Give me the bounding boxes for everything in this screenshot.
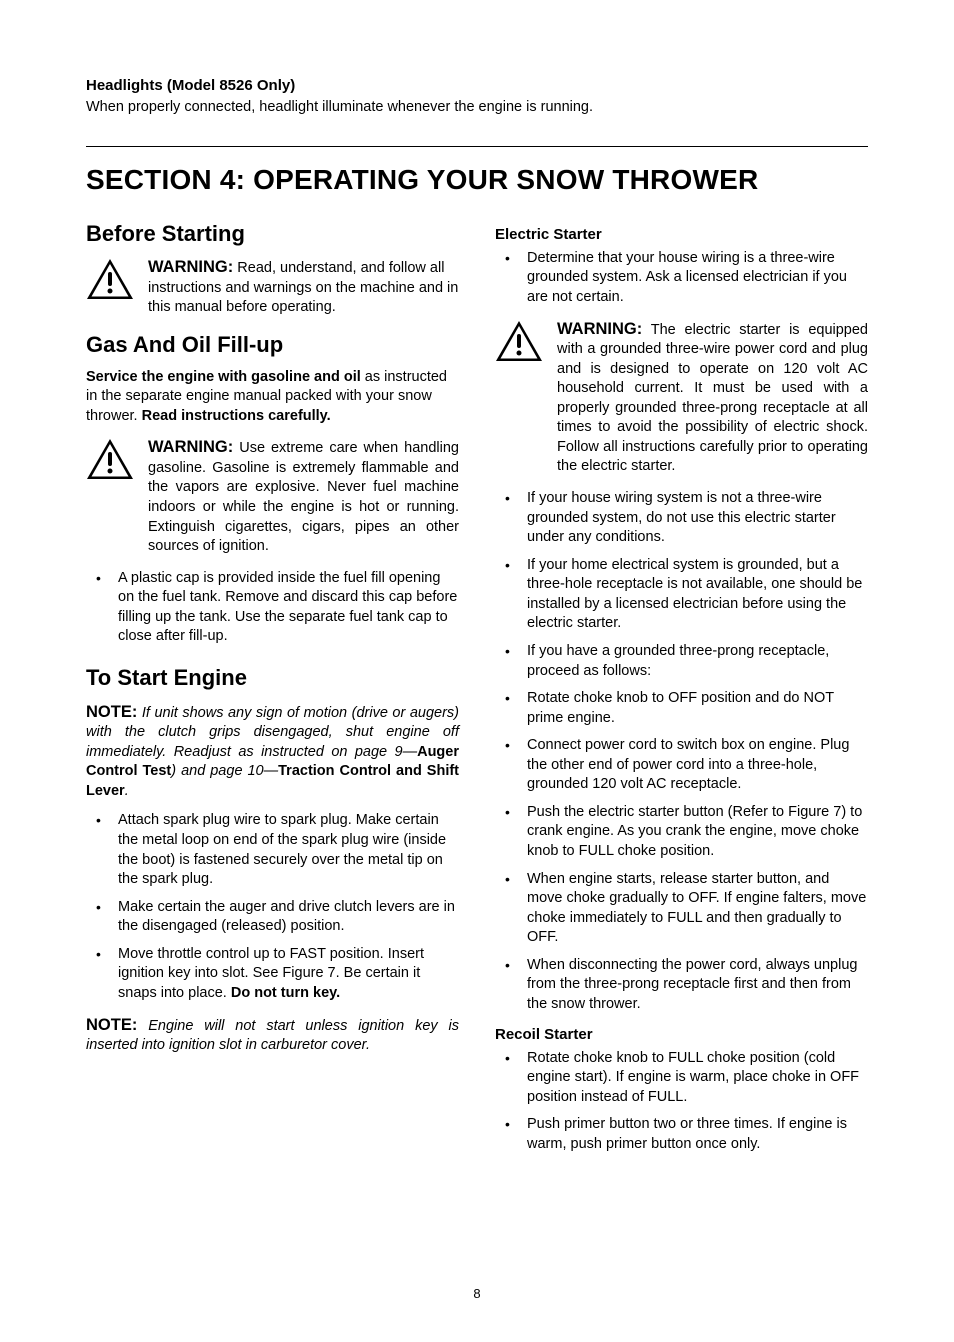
to-start-bullets: Attach spark plug wire to spark plug. Ma… — [86, 811, 459, 1003]
list-item: Move throttle control up to FAST positio… — [86, 945, 459, 1004]
list-item-bold: Do not turn key. — [231, 985, 340, 1001]
gas-oil-bullets: A plastic cap is provided inside the fue… — [86, 569, 459, 647]
list-item: Push primer button two or three times. I… — [495, 1115, 868, 1154]
list-item: Attach spark plug wire to spark plug. Ma… — [86, 811, 459, 889]
warning-label: WARNING: — [148, 438, 233, 456]
warning-label: WARNING: — [148, 258, 233, 276]
electric-bullets-top: Determine that your house wiring is a th… — [495, 249, 868, 308]
left-column: Before Starting WARNING: Read, understan… — [86, 219, 459, 1165]
list-item: Rotate choke knob to OFF position and do… — [495, 689, 868, 728]
warning-text: WARNING: The electric starter is equippe… — [557, 318, 868, 478]
before-starting-heading: Before Starting — [86, 219, 459, 249]
list-item: A plastic cap is provided inside the fue… — [86, 569, 459, 647]
note2-text: Engine will not start unless ignition ke… — [86, 1018, 459, 1054]
warning-body: Use extreme care when handling gasoline.… — [148, 440, 459, 554]
warning-icon — [495, 318, 543, 478]
electric-bullets: If your house wiring system is not a thr… — [495, 489, 868, 1015]
pre-section: Headlights (Model 8526 Only) When proper… — [86, 76, 868, 118]
note-text-2: ) and page 10— — [171, 763, 278, 779]
warning-icon — [86, 256, 134, 318]
warning-block: WARNING: Read, understand, and follow al… — [86, 256, 459, 318]
to-start-heading: To Start Engine — [86, 663, 459, 693]
to-start-note2: NOTE: Engine will not start unless ignit… — [86, 1014, 459, 1056]
gas-oil-intro-bold2: Read instructions carefully. — [142, 408, 331, 424]
list-item: If your home electrical system is ground… — [495, 556, 868, 634]
list-item: Push the electric starter button (Refer … — [495, 803, 868, 862]
warning-block: WARNING: Use extreme care when handling … — [86, 436, 459, 556]
electric-starter-heading: Electric Starter — [495, 225, 868, 245]
warning-text: WARNING: Use extreme care when handling … — [148, 436, 459, 556]
note-label: NOTE: — [86, 703, 137, 721]
page: Headlights (Model 8526 Only) When proper… — [0, 0, 954, 1342]
list-item: Rotate choke knob to FULL choke position… — [495, 1049, 868, 1108]
list-item: If you have a grounded three-prong recep… — [495, 642, 868, 681]
pre-heading: Headlights (Model 8526 Only) — [86, 76, 868, 96]
gas-oil-intro-bold1: Service the engine with gasoline and oil — [86, 369, 361, 385]
note-text-3: . — [125, 783, 129, 799]
gas-oil-intro: Service the engine with gasoline and oil… — [86, 368, 459, 427]
list-item: Connect power cord to switch box on engi… — [495, 736, 868, 795]
section-rule — [86, 146, 868, 147]
right-column: Electric Starter Determine that your hou… — [495, 219, 868, 1165]
list-item: Make certain the auger and drive clutch … — [86, 898, 459, 937]
list-item: If your house wiring system is not a thr… — [495, 489, 868, 548]
note-label: NOTE: — [86, 1016, 137, 1034]
recoil-starter-heading: Recoil Starter — [495, 1025, 868, 1045]
warning-text: WARNING: Read, understand, and follow al… — [148, 256, 459, 318]
two-columns: Before Starting WARNING: Read, understan… — [86, 219, 868, 1165]
warning-icon — [86, 436, 134, 556]
list-item: When disconnecting the power cord, alway… — [495, 956, 868, 1015]
section-title: SECTION 4: OPERATING YOUR SNOW THROWER — [86, 161, 868, 199]
warning-block: WARNING: The electric starter is equippe… — [495, 318, 868, 478]
recoil-bullets: Rotate choke knob to FULL choke position… — [495, 1049, 868, 1155]
to-start-note: NOTE: If unit shows any sign of motion (… — [86, 701, 459, 802]
note-text-1: If unit shows any sign of motion (drive … — [86, 705, 459, 760]
list-item: Determine that your house wiring is a th… — [495, 249, 868, 308]
gas-oil-heading: Gas And Oil Fill-up — [86, 330, 459, 360]
warning-body: The electric starter is equipped with a … — [557, 322, 868, 475]
list-item: When engine starts, release starter butt… — [495, 870, 868, 948]
warning-label: WARNING: — [557, 320, 642, 338]
pre-body: When properly connected, headlight illum… — [86, 98, 868, 118]
page-number: 8 — [86, 1285, 868, 1303]
